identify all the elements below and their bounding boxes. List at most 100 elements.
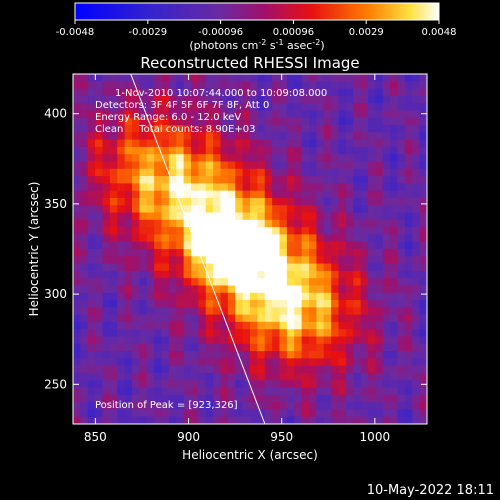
heatmap-cell — [368, 234, 376, 243]
annotation-time-range: 1-Nov-2010 10:07:44.000 to 10:09:08.000 — [115, 88, 327, 99]
heatmap-cell — [154, 110, 163, 119]
heatmap-cell — [220, 125, 229, 133]
heatmap-cell — [213, 197, 222, 206]
heatmap-cell — [198, 270, 207, 279]
heatmap-cell — [227, 256, 236, 265]
heatmap-cell — [124, 336, 133, 345]
heatmap-cell — [375, 292, 384, 301]
heatmap-cell — [390, 227, 399, 236]
heatmap-cell — [382, 95, 391, 104]
heatmap-cell — [279, 270, 288, 279]
heatmap-cell — [419, 132, 427, 141]
heatmap-cell — [375, 380, 384, 389]
heatmap-cell — [257, 95, 266, 104]
heatmap-cell — [301, 300, 310, 308]
heatmap-cell — [294, 336, 303, 345]
heatmap-cell — [242, 336, 251, 345]
heatmap-cell — [279, 81, 288, 90]
heatmap-cell — [419, 241, 427, 250]
heatmap-cell — [331, 409, 340, 418]
heatmap-cell — [294, 117, 303, 126]
heatmap-cell — [286, 95, 295, 104]
heatmap-cell — [301, 314, 310, 323]
heatmap-cell — [87, 219, 96, 228]
heatmap-cell — [404, 256, 413, 265]
heatmap-cell — [264, 409, 273, 418]
heatmap-cell — [301, 176, 310, 184]
heatmap-cell — [390, 154, 399, 163]
heatmap-cell — [286, 263, 295, 272]
heatmap-cell — [139, 394, 148, 403]
heatmap-cell — [375, 314, 384, 323]
heatmap-cell — [73, 234, 81, 243]
heatmap-cell — [176, 343, 185, 352]
heatmap-cell — [338, 74, 347, 82]
heatmap-cell — [161, 183, 170, 192]
heatmap-cell — [235, 234, 244, 243]
heatmap-cell — [242, 241, 251, 250]
heatmap-cell — [95, 212, 104, 221]
heatmap-cell — [360, 176, 369, 184]
heatmap-cell — [345, 387, 354, 396]
heatmap-cell — [117, 358, 126, 367]
heatmap-cell — [124, 387, 133, 396]
heatmap-cell — [323, 227, 332, 236]
heatmap-cell — [73, 168, 81, 177]
heatmap-cell — [353, 95, 362, 104]
heatmap-cell — [264, 387, 273, 396]
heatmap-cell — [250, 358, 258, 367]
heatmap-cell — [80, 351, 89, 359]
heatmap-cell — [257, 176, 266, 184]
heatmap-cell — [397, 358, 406, 367]
heatmap-cell — [73, 74, 81, 82]
heatmap-cell — [360, 329, 369, 338]
heatmap-cell — [73, 139, 81, 148]
heatmap-cell — [73, 336, 81, 345]
heatmap-cell — [360, 343, 369, 352]
heatmap-cell — [264, 300, 273, 308]
heatmap-cell — [294, 402, 303, 411]
heatmap-cell — [375, 132, 384, 141]
heatmap-cell — [95, 168, 104, 177]
heatmap-cell — [257, 219, 266, 228]
heatmap-cell — [353, 256, 362, 265]
heatmap-cell — [264, 88, 273, 97]
heatmap-cell — [124, 402, 133, 411]
heatmap-cell — [95, 249, 104, 257]
heatmap-cell — [272, 103, 281, 112]
heatmap-cell — [176, 358, 185, 367]
heatmap-cell — [124, 300, 133, 308]
heatmap-cell — [154, 205, 163, 214]
heatmap-cell — [250, 117, 258, 126]
heatmap-cell — [331, 103, 340, 112]
x-tick-label: 850 — [84, 430, 107, 444]
heatmap-cell — [227, 343, 236, 352]
heatmap-cell — [286, 212, 295, 221]
heatmap-cell — [73, 81, 81, 90]
heatmap-cell — [227, 263, 236, 272]
heatmap-cell — [198, 190, 207, 199]
heatmap-cell — [331, 234, 340, 243]
heatmap-cell — [132, 321, 140, 330]
heatmap-cell — [264, 256, 273, 265]
heatmap-cell — [227, 110, 236, 119]
heatmap-cell — [146, 95, 155, 104]
heatmap-cell — [279, 74, 288, 82]
heatmap-cell — [198, 409, 207, 418]
heatmap-cell — [102, 183, 111, 192]
heatmap-cell — [382, 321, 391, 330]
heatmap-cell — [161, 292, 170, 301]
heatmap-cell — [419, 336, 427, 345]
heatmap-cell — [294, 234, 303, 243]
heatmap-cell — [286, 161, 295, 170]
heatmap-cell — [213, 227, 222, 236]
heatmap-cell — [279, 197, 288, 206]
heatmap-cell — [168, 351, 177, 359]
heatmap-cell — [124, 365, 133, 374]
heatmap-cell — [360, 278, 369, 287]
heatmap-cell — [338, 249, 347, 257]
heatmap-cell — [242, 110, 251, 119]
heatmap-cell — [102, 212, 111, 221]
heatmap-cell — [139, 219, 148, 228]
heatmap-cell — [338, 183, 347, 192]
